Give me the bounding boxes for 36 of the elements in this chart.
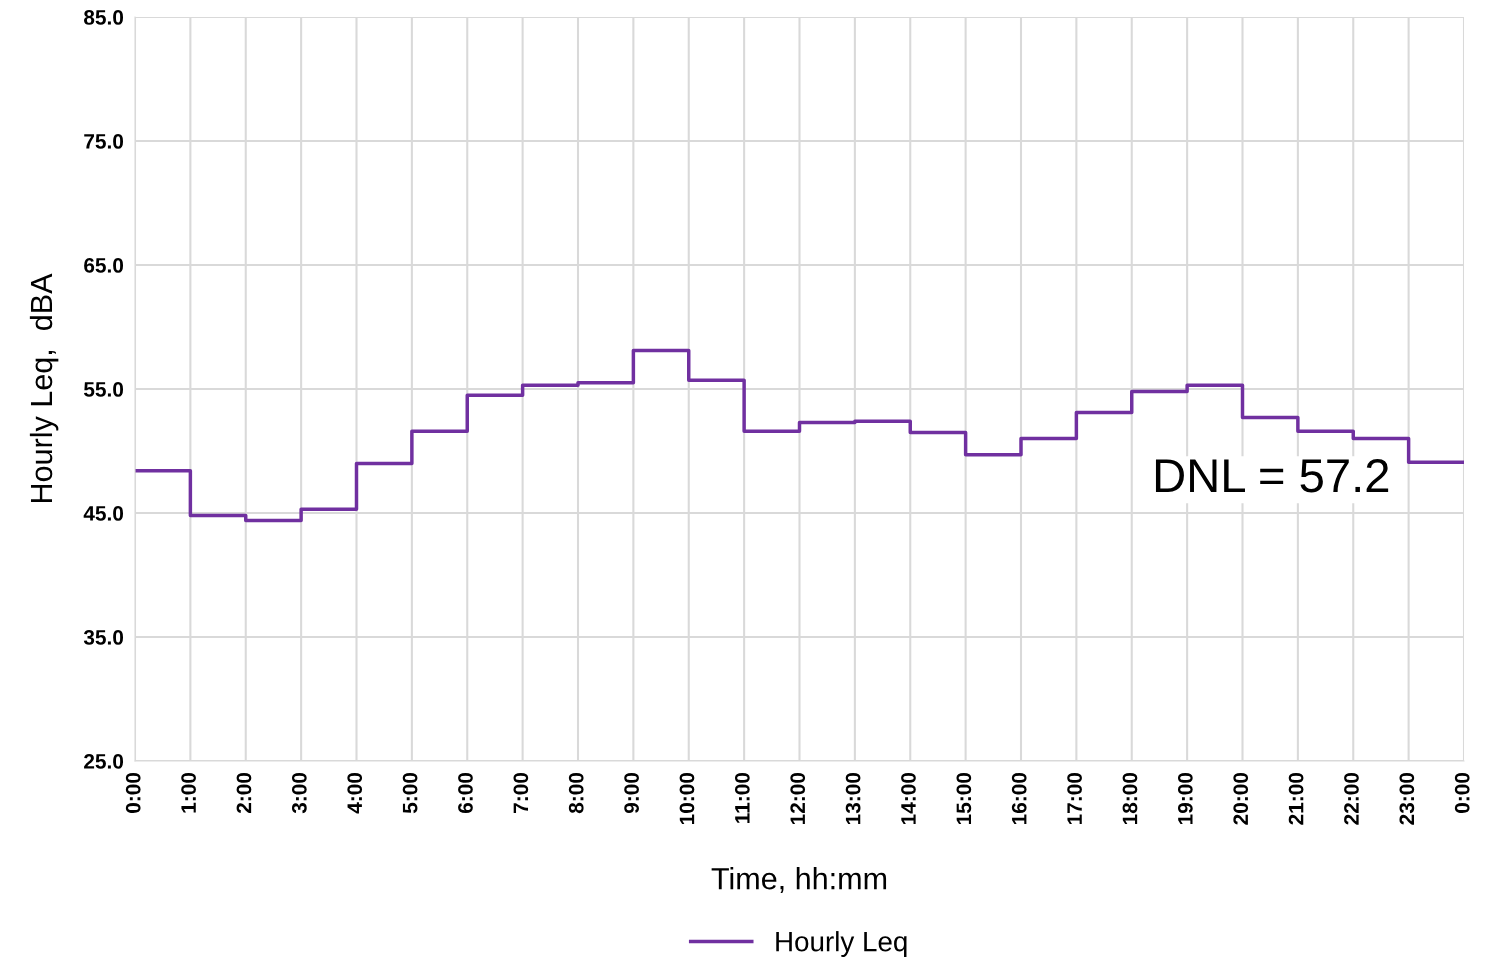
x-tick-label: 12:00 [790, 772, 806, 825]
x-tick-label: 8:00 [568, 772, 584, 814]
x-tick-label: 23:00 [1399, 772, 1415, 825]
y-tick-label: 25.0 [84, 754, 124, 769]
x-tick-label: 13:00 [845, 772, 861, 825]
x-tick-label: 21:00 [1288, 772, 1304, 825]
x-tick-label: 1:00 [181, 772, 196, 813]
x-tick-label: 2:00 [236, 772, 252, 814]
x-axis-title: Time, hh:mm [711, 867, 887, 894]
y-tick-label: 35.0 [83, 630, 124, 645]
x-tick-label: 7:00 [513, 772, 529, 813]
x-tick-label: 0:00 [125, 772, 141, 813]
x-tick-label: 14:00 [901, 772, 916, 825]
y-tick-label: 65.0 [84, 258, 124, 273]
x-tick-label: 10:00 [679, 772, 695, 825]
x-tick-label: 22:00 [1344, 772, 1359, 825]
annotation: DNL = 57.2 [1155, 459, 1389, 493]
x-tick-label: 5:00 [402, 772, 418, 814]
legend-label: Hourly Leq [776, 931, 907, 957]
x-tick-label: 15:00 [956, 772, 972, 825]
y-tick-label: 45.0 [83, 506, 124, 521]
x-tick-label: 16:00 [1011, 772, 1027, 825]
x-tick-label: 19:00 [1177, 772, 1193, 825]
x-tick-label: 6:00 [458, 772, 473, 814]
x-tick-label: 11:00 [734, 772, 750, 823]
x-tick-label: 17:00 [1067, 772, 1082, 825]
x-tick-label: 4:00 [347, 772, 363, 814]
y-axis-title: Hourly Leq, dBA [29, 273, 59, 502]
y-tick-label: 85.0 [84, 10, 124, 25]
x-tick-label: 9:00 [624, 772, 639, 814]
y-tick-label: 75.0 [84, 134, 124, 149]
x-tick-label: 20:00 [1233, 772, 1249, 825]
x-tick-label: 0:00 [1454, 772, 1470, 813]
x-tick-label: 3:00 [291, 772, 307, 814]
x-tick-label: 18:00 [1122, 772, 1138, 825]
y-tick-label: 55.0 [83, 382, 124, 397]
